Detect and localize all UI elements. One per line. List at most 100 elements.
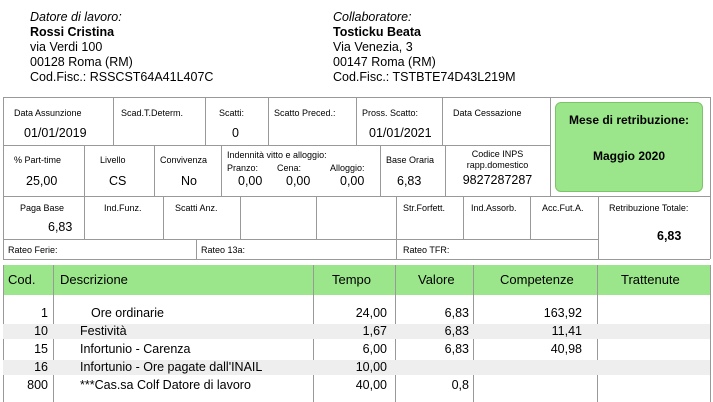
scatti-anz-label: Scatti Anz.	[175, 203, 218, 213]
cell-competenze	[476, 360, 582, 375]
employer-city: 00128 Roma (RM)	[30, 55, 133, 69]
cell-tempo: 10,00	[355, 360, 387, 374]
base-oraria-value: 6,83	[397, 174, 422, 188]
cell-cod: 800	[27, 378, 48, 392]
data-assunzione-value: 01/01/2019	[24, 126, 87, 140]
scatti-label: Scatti:	[219, 108, 245, 118]
parttime-value: 25,00	[26, 174, 58, 188]
codice-inps-value: 9827287287	[462, 173, 533, 187]
worker-city: 00147 Roma (RM)	[333, 55, 436, 69]
cell-competenze: 11,41	[551, 324, 582, 338]
worker-role: Collaboratore:	[333, 10, 412, 24]
divider	[84, 145, 85, 196]
cell-descrizione: Infortunio - Ore pagate dall'INAIL	[80, 360, 263, 374]
cell-tempo: 40,00	[355, 378, 387, 392]
divider	[84, 196, 85, 239]
divider	[598, 196, 599, 259]
divider	[3, 239, 598, 240]
column-divider	[710, 265, 711, 402]
cell-trattenute	[600, 324, 705, 339]
indennita-label: Indennità vitto e alloggio:	[227, 150, 327, 160]
worker-name: Tosticku Beata	[333, 25, 421, 39]
cell-competenze: 40,98	[550, 342, 582, 356]
cell-descrizione: Ore ordinarie	[91, 306, 164, 320]
convivenza-value: No	[181, 174, 197, 188]
worker-cf: Cod.Fisc.: TSTBTE74D43L219M	[333, 70, 516, 84]
alloggio-label: Alloggio:	[330, 163, 365, 173]
employer-name: Rossi Cristina	[30, 25, 115, 39]
divider	[196, 239, 197, 259]
divider	[163, 196, 164, 239]
data-assunzione-label: Data Assunzione	[14, 108, 82, 118]
employer-address: via Verdi 100	[30, 40, 103, 54]
divider	[316, 196, 317, 239]
header-cod: Cod.	[8, 272, 36, 287]
cell-cod: 16	[34, 360, 48, 374]
cell-valore: 6,83	[444, 324, 469, 338]
codice-inps-label: Codice INPS	[471, 149, 524, 159]
divider	[3, 196, 710, 197]
pross-scatto-value: 01/01/2021	[369, 126, 432, 140]
divider	[3, 145, 550, 146]
rapp-domestico-label: rapp.domestico	[466, 160, 529, 170]
pranzo-value: 0,00	[238, 174, 263, 188]
divider	[240, 196, 241, 239]
rateo-tfr-label: Rateo TFR:	[403, 245, 450, 255]
employer-role: Datore di lavoro:	[30, 10, 122, 24]
cell-valore: 6,83	[444, 342, 469, 356]
header-valore: Valore	[418, 272, 455, 287]
employer-cf: Cod.Fisc.: RSSCST64A41L407C	[30, 70, 214, 84]
retribuzione-totale-label: Retribuzione Totale:	[609, 203, 689, 213]
mese-retribuzione-box: Mese di retribuzione: Maggio 2020	[555, 102, 703, 192]
rateo-ferie-label: Rateo Ferie:	[8, 245, 58, 255]
header-trattenute: Trattenute	[621, 272, 680, 287]
cell-trattenute	[600, 342, 705, 357]
scatto-preced-label: Scatto Preced.:	[274, 108, 336, 118]
worker-block: Collaboratore: Tosticku Beata Via Venezi…	[333, 10, 515, 85]
str-forfett-label: Str.Forfett.	[403, 203, 446, 213]
divider	[380, 145, 381, 196]
divider	[3, 259, 710, 260]
cena-value: 0,00	[286, 174, 311, 188]
table-row: 15 Infortunio - Carenza 6,00 6,83 40,98	[3, 342, 710, 357]
cell-trattenute	[600, 378, 705, 393]
divider	[530, 196, 531, 239]
cell-tempo: 24,00	[355, 306, 387, 320]
convivenza-label: Convivenza	[160, 155, 208, 165]
retribuzione-totale-value: 6,83	[657, 229, 682, 243]
cell-descrizione: Festività	[80, 324, 127, 338]
divider	[3, 97, 4, 259]
livello-value: CS	[109, 174, 127, 188]
parttime-label: % Part-time	[14, 155, 62, 165]
livello-label: Livello	[100, 155, 126, 165]
cell-valore: 6,83	[444, 306, 469, 320]
cell-tempo: 6,00	[362, 342, 387, 356]
cell-descrizione: ***Cas.sa Colf Datore di lavoro	[80, 378, 251, 392]
divider	[205, 97, 206, 145]
table-row: 800 ***Cas.sa Colf Datore di lavoro 40,0…	[3, 378, 710, 393]
table-row: 1 Ore ordinarie 24,00 6,83 163,92	[3, 306, 710, 321]
mese-retribuzione-label: Mese di retribuzione:	[568, 113, 690, 127]
cell-competenze: 163,92	[543, 306, 582, 320]
data-cessazione-label: Data Cessazione	[453, 108, 522, 118]
header-competenze: Competenze	[500, 272, 574, 287]
cell-trattenute	[600, 306, 705, 321]
divider	[710, 97, 711, 259]
cena-label: Cena:	[277, 163, 302, 173]
cell-tempo: 1,67	[362, 324, 387, 338]
cell-cod: 1	[41, 306, 48, 320]
scatti-value: 0	[232, 126, 239, 140]
divider	[396, 196, 397, 259]
cell-descrizione: Infortunio - Carenza	[80, 342, 191, 356]
divider	[221, 145, 222, 196]
cell-competenze	[476, 378, 582, 393]
pross-scatto-label: Pross. Scatto:	[362, 108, 419, 118]
rateo-13a-label: Rateo 13a:	[201, 245, 246, 255]
cell-valore	[398, 360, 469, 375]
cell-valore: 0,8	[451, 378, 469, 392]
divider	[445, 145, 446, 196]
table-row: 16 Infortunio - Ore pagate dall'INAIL 10…	[3, 360, 710, 375]
mese-retribuzione-value: Maggio 2020	[592, 149, 666, 163]
divider	[463, 196, 464, 239]
divider	[550, 97, 551, 196]
